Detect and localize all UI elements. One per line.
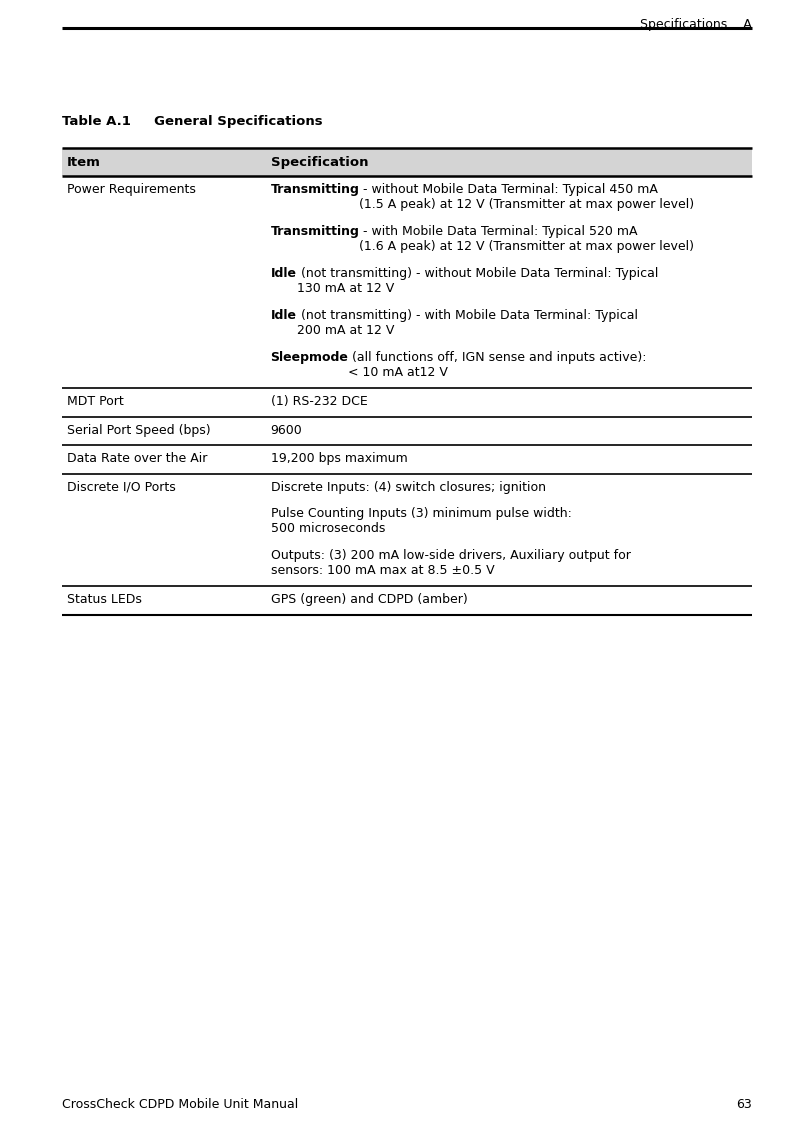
Text: Item: Item — [67, 156, 101, 168]
Text: Transmitting: Transmitting — [270, 183, 359, 196]
Text: MDT Port: MDT Port — [67, 395, 124, 408]
Text: Sleepmode: Sleepmode — [270, 351, 348, 364]
Text: (1) RS-232 DCE: (1) RS-232 DCE — [270, 395, 367, 408]
Text: (not transmitting) - without Mobile Data Terminal: Typical
130 mA at 12 V: (not transmitting) - without Mobile Data… — [297, 267, 658, 295]
Text: - with Mobile Data Terminal: Typical 520 mA
(1.6 A peak) at 12 V (Transmitter at: - with Mobile Data Terminal: Typical 520… — [359, 226, 694, 252]
Text: Idle: Idle — [270, 309, 297, 322]
Text: Idle: Idle — [270, 267, 297, 280]
Text: Discrete I/O Ports: Discrete I/O Ports — [67, 480, 176, 494]
Text: (all functions off, IGN sense and inputs active):
< 10 mA at12 V: (all functions off, IGN sense and inputs… — [348, 351, 647, 379]
Text: General Specifications: General Specifications — [131, 114, 323, 128]
Text: Discrete Inputs: (4) switch closures; ignition: Discrete Inputs: (4) switch closures; ig… — [270, 480, 545, 494]
Bar — [62, 148, 752, 176]
Text: 9600: 9600 — [270, 423, 302, 436]
Text: Pulse Counting Inputs (3) minimum pulse width:
500 microseconds: Pulse Counting Inputs (3) minimum pulse … — [270, 507, 572, 535]
Text: Power Requirements: Power Requirements — [67, 183, 196, 196]
Text: Table A.1: Table A.1 — [62, 114, 131, 128]
Text: Status LEDs: Status LEDs — [67, 594, 142, 606]
Text: Table A.1: Table A.1 — [62, 114, 131, 128]
Text: CrossCheck CDPD Mobile Unit Manual: CrossCheck CDPD Mobile Unit Manual — [62, 1098, 298, 1111]
Text: Specification: Specification — [270, 156, 368, 168]
Text: Data Rate over the Air: Data Rate over the Air — [67, 452, 207, 465]
Text: GPS (green) and CDPD (amber): GPS (green) and CDPD (amber) — [270, 594, 467, 606]
Text: Serial Port Speed (bps): Serial Port Speed (bps) — [67, 423, 211, 436]
Text: Transmitting: Transmitting — [270, 226, 359, 238]
Text: 63: 63 — [736, 1098, 752, 1111]
Text: Specifications    A: Specifications A — [640, 18, 752, 31]
Text: - without Mobile Data Terminal: Typical 450 mA
(1.5 A peak) at 12 V (Transmitter: - without Mobile Data Terminal: Typical … — [359, 183, 695, 211]
Text: (not transmitting) - with Mobile Data Terminal: Typical
200 mA at 12 V: (not transmitting) - with Mobile Data Te… — [297, 309, 638, 337]
Text: Outputs: (3) 200 mA low-side drivers, Auxiliary output for
sensors: 100 mA max a: Outputs: (3) 200 mA low-side drivers, Au… — [270, 549, 630, 577]
Text: 19,200 bps maximum: 19,200 bps maximum — [270, 452, 407, 465]
